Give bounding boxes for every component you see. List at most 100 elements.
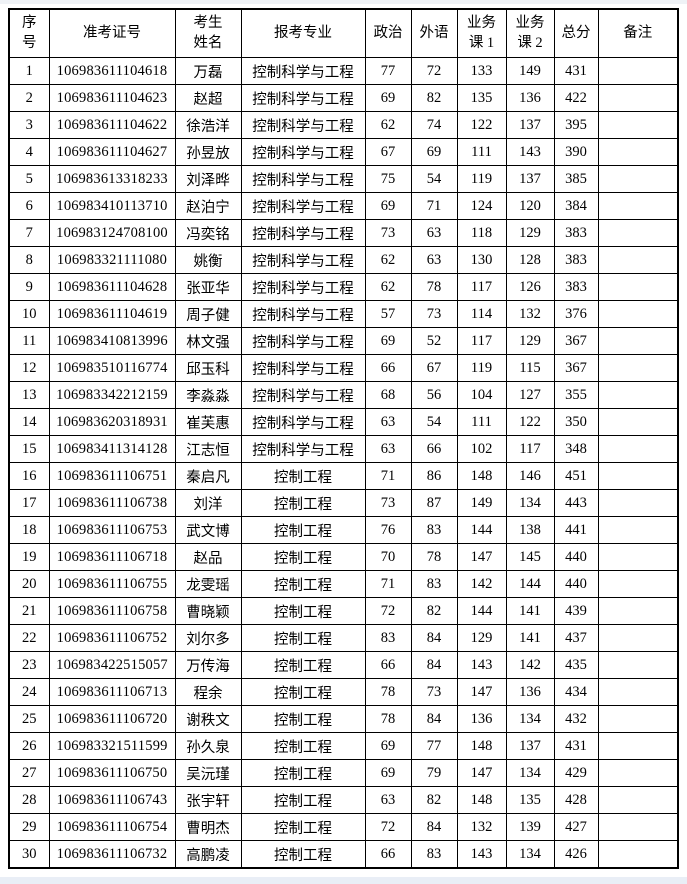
cell-total: 432 (553, 705, 599, 733)
cell-course1: 144 (456, 516, 507, 544)
cell-foreign: 63 (410, 219, 458, 247)
cell-remark (597, 705, 679, 733)
cell-politics: 77 (364, 57, 412, 85)
table-row: 28 106983611106743 张宇轩 控制工程 63 82 148 135 428 (8, 786, 679, 814)
cell-no: 14 (8, 408, 50, 436)
cell-remark (597, 759, 679, 787)
cell-total: 434 (553, 678, 599, 706)
cell-foreign: 54 (410, 408, 458, 436)
cell-total: 385 (553, 165, 599, 193)
cell-total: 440 (553, 570, 599, 598)
cell-foreign: 83 (410, 516, 458, 544)
cell-course2: 128 (505, 246, 555, 274)
cell-exam-id: 106983611106732 (48, 840, 176, 869)
cell-course2: 146 (505, 462, 555, 490)
cell-course1: 135 (456, 84, 507, 112)
cell-foreign: 66 (410, 435, 458, 463)
cell-no: 30 (8, 840, 50, 869)
cell-major: 控制工程 (240, 597, 366, 625)
page-bottom-strip (0, 877, 687, 884)
cell-total: 384 (553, 192, 599, 220)
cell-major: 控制工程 (240, 840, 366, 869)
cell-remark (597, 516, 679, 544)
table-row: 10 106983611104619 周子健 控制科学与工程 57 73 114 132 376 (8, 300, 679, 328)
cell-no: 25 (8, 705, 50, 733)
cell-total: 383 (553, 246, 599, 274)
cell-total: 441 (553, 516, 599, 544)
cell-name: 冯奕铭 (174, 219, 242, 247)
cell-remark (597, 57, 679, 85)
cell-total: 422 (553, 84, 599, 112)
cell-politics: 63 (364, 786, 412, 814)
cell-course2: 137 (505, 165, 555, 193)
cell-name: 赵泊宁 (174, 192, 242, 220)
cell-course1: 124 (456, 192, 507, 220)
cell-no: 6 (8, 192, 50, 220)
cell-foreign: 54 (410, 165, 458, 193)
cell-total: 437 (553, 624, 599, 652)
table-row: 9 106983611104628 张亚华 控制科学与工程 62 78 117 126 383 (8, 273, 679, 301)
cell-no: 24 (8, 678, 50, 706)
cell-course1: 147 (456, 678, 507, 706)
table-row: 16 106983611106751 秦启凡 控制工程 71 86 148 146 451 (8, 462, 679, 490)
table-row: 15 106983411314128 江志恒 控制科学与工程 63 66 102 117 348 (8, 435, 679, 463)
cell-major: 控制工程 (240, 759, 366, 787)
cell-no: 2 (8, 84, 50, 112)
cell-politics: 66 (364, 354, 412, 382)
cell-no: 26 (8, 732, 50, 760)
cell-total: 355 (553, 381, 599, 409)
cell-exam-id: 106983611106754 (48, 813, 176, 841)
cell-no: 13 (8, 381, 50, 409)
cell-total: 439 (553, 597, 599, 625)
table-row: 22 106983611106752 刘尔多 控制工程 83 84 129 141 437 (8, 624, 679, 652)
cell-politics: 67 (364, 138, 412, 166)
cell-exam-id: 106983611106713 (48, 678, 176, 706)
cell-name: 赵品 (174, 543, 242, 571)
cell-remark (597, 732, 679, 760)
cell-course2: 127 (505, 381, 555, 409)
cell-politics: 70 (364, 543, 412, 571)
cell-remark (597, 462, 679, 490)
cell-name: 曹明杰 (174, 813, 242, 841)
cell-course2: 141 (505, 624, 555, 652)
cell-course2: 134 (505, 840, 555, 869)
cell-name: 万传海 (174, 651, 242, 679)
cell-politics: 73 (364, 489, 412, 517)
cell-name: 邱玉科 (174, 354, 242, 382)
cell-politics: 83 (364, 624, 412, 652)
cell-course2: 136 (505, 678, 555, 706)
cell-exam-id: 106983611106751 (48, 462, 176, 490)
cell-politics: 76 (364, 516, 412, 544)
cell-politics: 63 (364, 435, 412, 463)
table-row: 12 106983510116774 邱玉科 控制科学与工程 66 67 119 115 367 (8, 354, 679, 382)
cell-name: 张宇轩 (174, 786, 242, 814)
cell-course2: 149 (505, 57, 555, 85)
cell-politics: 62 (364, 273, 412, 301)
cell-remark (597, 624, 679, 652)
cell-politics: 78 (364, 705, 412, 733)
col-header-course1: 业务 课 1 (456, 8, 507, 58)
cell-course1: 119 (456, 165, 507, 193)
cell-course1: 148 (456, 732, 507, 760)
page-top-strip (0, 0, 687, 4)
cell-remark (597, 138, 679, 166)
cell-course1: 119 (456, 354, 507, 382)
cell-total: 376 (553, 300, 599, 328)
cell-politics: 69 (364, 327, 412, 355)
cell-name: 秦启凡 (174, 462, 242, 490)
cell-course1: 130 (456, 246, 507, 274)
cell-exam-id: 106983410813996 (48, 327, 176, 355)
cell-name: 江志恒 (174, 435, 242, 463)
cell-course2: 117 (505, 435, 555, 463)
cell-no: 29 (8, 813, 50, 841)
cell-total: 367 (553, 327, 599, 355)
cell-total: 451 (553, 462, 599, 490)
cell-politics: 71 (364, 570, 412, 598)
cell-no: 21 (8, 597, 50, 625)
cell-course1: 144 (456, 597, 507, 625)
cell-no: 28 (8, 786, 50, 814)
cell-foreign: 74 (410, 111, 458, 139)
cell-exam-id: 106983611106738 (48, 489, 176, 517)
cell-major: 控制科学与工程 (240, 354, 366, 382)
cell-no: 17 (8, 489, 50, 517)
